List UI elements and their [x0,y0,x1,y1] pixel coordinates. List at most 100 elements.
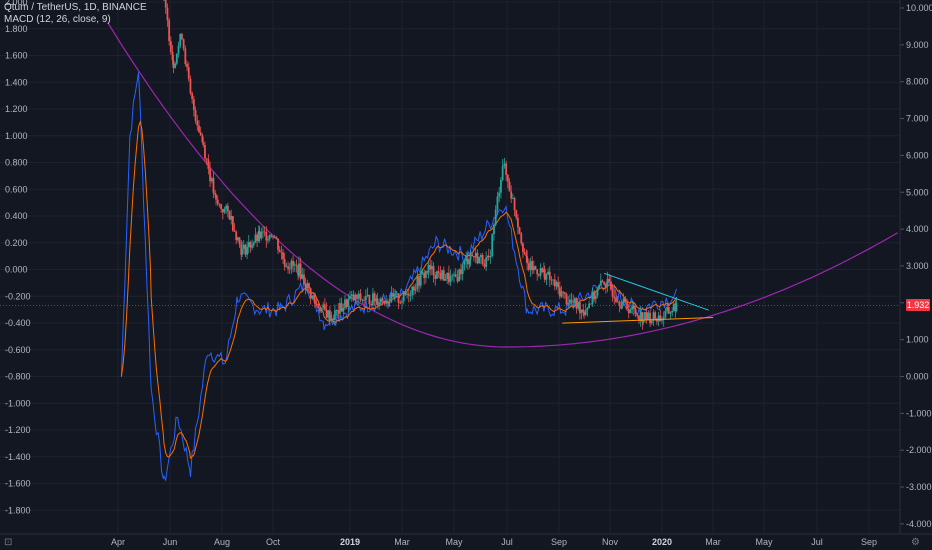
candle-body [287,266,289,269]
candle-body [604,284,607,287]
candle-body [436,271,438,279]
candle-body [598,285,601,289]
candle-body [308,283,310,289]
candle-body [373,293,376,302]
parabolic-arc[interactable] [107,22,898,348]
x-tick-label: Mar [705,537,721,547]
candle-body [385,302,388,304]
candle-body [265,231,268,241]
candle-body [215,194,217,200]
candle-body [270,235,273,237]
candle-body [212,178,215,193]
candle-body [298,263,300,276]
candle-body [463,261,466,265]
candle-body [506,174,509,182]
candle-body [191,93,194,100]
tradingview-logo-icon[interactable]: ⊡ [4,537,13,548]
candle-body [525,253,528,257]
candle-body [363,299,366,301]
candle-body [361,299,364,301]
candle-body [631,305,634,310]
candle-body [313,299,316,304]
candle-body [210,178,213,182]
candle-body [501,165,504,180]
right-tick-label: 6.000 [906,150,929,160]
candle-body [622,298,625,303]
candle-body [557,282,560,288]
candle-body [437,271,440,274]
candle-body [327,310,330,318]
arc-curve[interactable] [107,22,898,348]
candle-body [386,302,389,304]
candle-body [201,135,204,143]
candle-body [526,256,529,264]
candle-body [615,298,617,302]
upper-trendline[interactable] [603,272,709,311]
candle-body [430,266,433,270]
candle-body [638,315,640,321]
lower-trendline[interactable] [562,317,714,324]
candle-body [588,303,590,309]
candle-body [500,179,502,193]
candle-body [496,196,499,210]
candle-body [230,216,233,220]
candle-body [322,304,325,308]
left-tick-label: 0.200 [5,238,28,248]
candle-body [177,45,180,54]
candle-body [207,159,210,169]
candle-body [301,274,304,279]
candle-body [511,197,514,199]
candle-body [221,208,224,213]
candle-body [171,51,174,61]
candle-body [268,235,271,240]
candle-body [194,110,197,121]
candle-body [313,295,315,300]
candle-body [166,7,169,21]
candle-body [376,298,379,305]
x-tick-label: May [755,537,773,547]
candle-body [609,281,612,290]
candle-body [218,203,221,205]
candle-body [311,295,314,299]
candle-body [456,276,459,282]
candle-body [567,303,570,305]
candle-body [493,224,495,235]
candle-body [599,280,602,286]
x-tick-label: Sep [861,537,877,547]
candle-body [548,271,551,280]
candle-body [236,237,239,241]
candle-body [379,298,382,303]
candle-body [594,295,597,300]
symbol-title[interactable]: Qtum / TetherUS, 1D, BINANCE [4,2,147,13]
candle-body [189,78,192,94]
candle-body [347,298,350,307]
candle-body [251,245,253,248]
candle-body [644,311,646,320]
candle-body [278,249,281,252]
candle-body [537,274,540,276]
gear-icon[interactable]: ⚙ [911,537,920,548]
candle-body [205,158,208,160]
candle-body [453,274,455,276]
candle-body [655,318,658,322]
candle-body [480,254,482,258]
left-tick-label: -1.800 [5,505,31,515]
candle-body [661,319,663,321]
right-tick-label: 5.000 [906,187,929,197]
candle-body [370,303,373,306]
candle-body [309,288,312,299]
candle-body [593,291,596,300]
candle-body [174,63,177,68]
candle-body [654,312,657,319]
candle-body [416,276,419,289]
left-tick-label: 1.200 [5,104,28,114]
candle-body [419,273,422,286]
candle-body [198,125,200,133]
indicator-title[interactable]: MACD (12, 26, close, 9) [4,14,111,25]
candle-body [254,234,257,243]
candle-body [505,163,508,175]
candle-body [636,313,639,316]
trendlines[interactable] [562,272,714,324]
